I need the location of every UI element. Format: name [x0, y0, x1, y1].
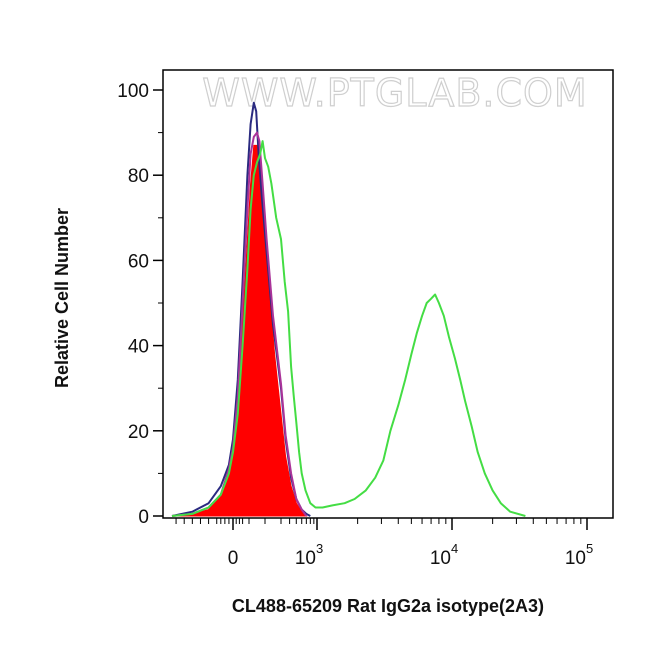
y-axis-title: Relative Cell Number: [52, 208, 72, 388]
series-4-line: [171, 140, 526, 517]
x-tick-label-100000: 105: [565, 541, 593, 569]
watermark-text: WWW.PTGLAB.COM: [202, 71, 587, 115]
x-tick-label-10000: 104: [430, 541, 458, 569]
y-tick-label-0: 0: [138, 507, 149, 528]
y-tick-label-100: 100: [117, 81, 149, 102]
y-tick-label-80: 80: [128, 166, 149, 187]
y-axis: 0 20 40 60 80 100: [117, 81, 163, 528]
y-tick-label-40: 40: [128, 337, 149, 358]
y-tick-label-60: 60: [128, 251, 149, 272]
x-axis-title: CL488-65209 Rat IgG2a isotype(2A3): [232, 596, 544, 616]
x-axis: 0 103 104 105: [175, 518, 593, 569]
y-tick-label-20: 20: [128, 422, 149, 443]
x-tick-label-0: 0: [228, 548, 239, 569]
x-tick-label-1000: 103: [295, 541, 323, 569]
plot-area: [171, 101, 526, 517]
series-1-filled: [171, 144, 308, 517]
plot-frame: [162, 69, 614, 519]
